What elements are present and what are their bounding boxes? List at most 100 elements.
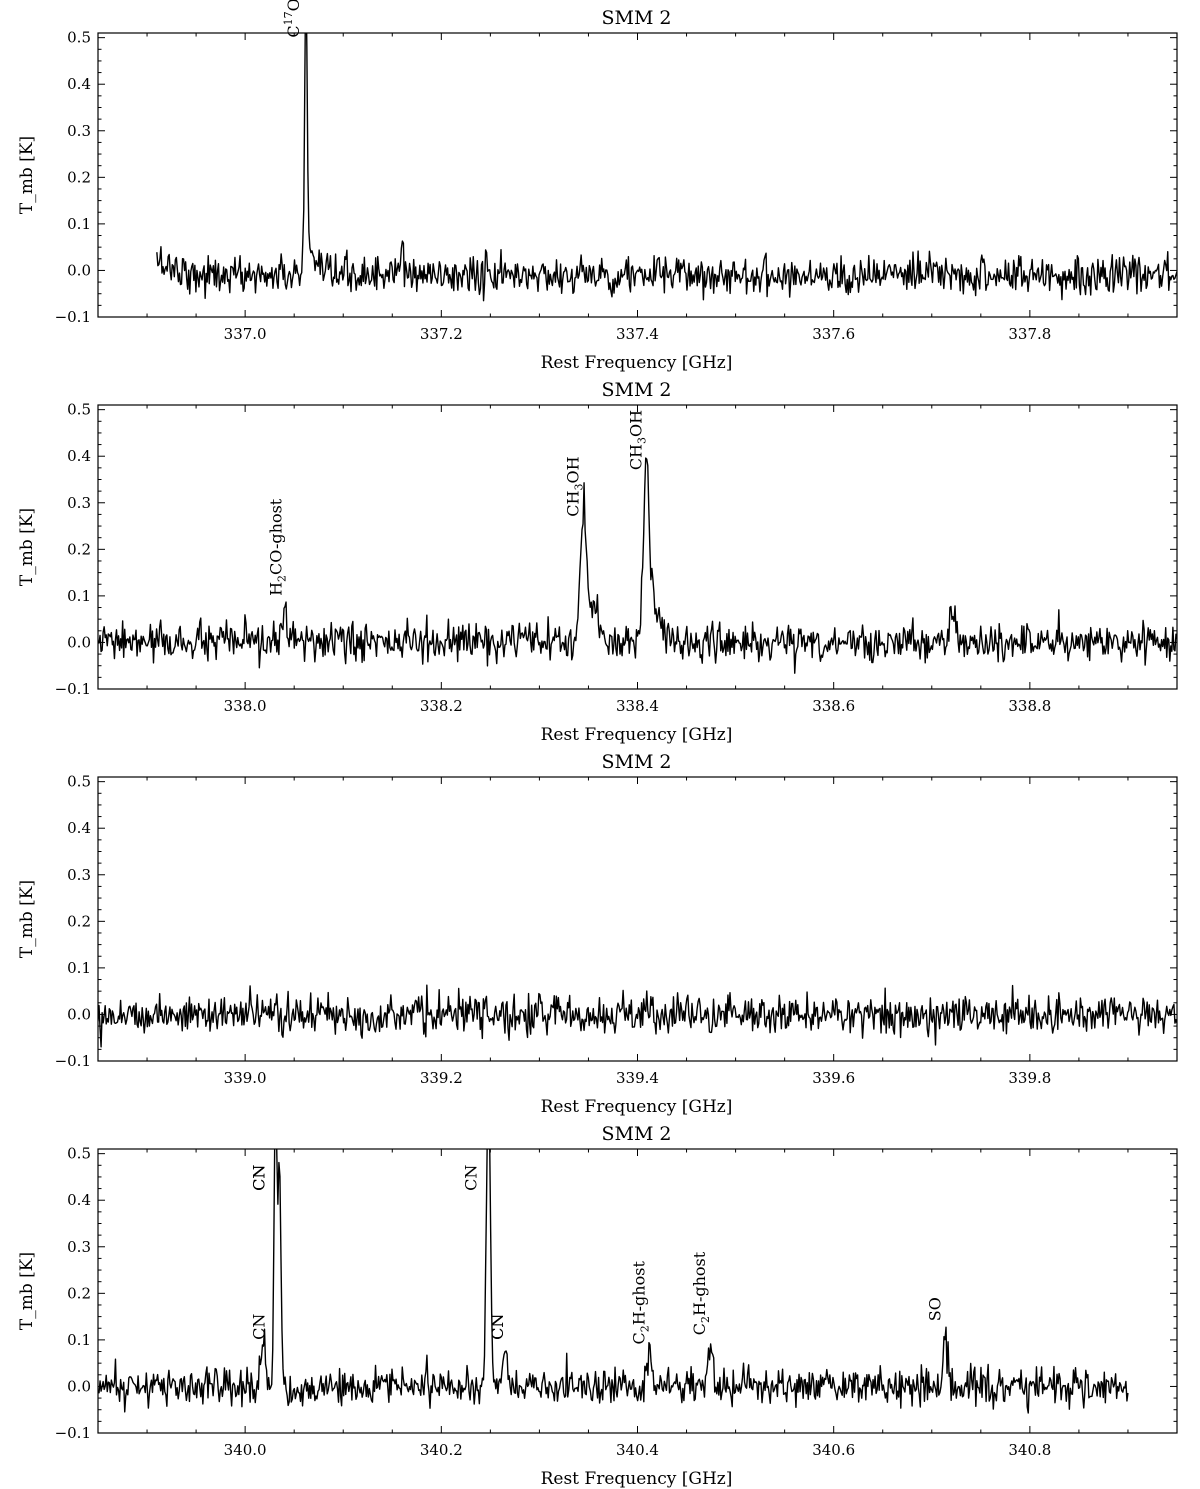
line-annotation: CN xyxy=(250,1165,269,1191)
spectrum-line xyxy=(98,984,1177,1048)
annotation-subscript: 3 xyxy=(635,437,648,444)
y-tick-label: 0.1 xyxy=(67,1331,91,1349)
line-annotation: CH3OH xyxy=(626,410,648,470)
x-axis-label: Rest Frequency [GHz] xyxy=(541,1097,733,1117)
x-tick-label: 340.2 xyxy=(420,1441,463,1459)
x-tick-label: 340.0 xyxy=(224,1441,267,1459)
annotation-text: CN xyxy=(462,1165,481,1191)
x-tick-label: 337.8 xyxy=(1008,325,1051,343)
annotation-suffix: OH xyxy=(564,456,583,483)
line-annotation: CN xyxy=(250,1314,269,1340)
x-tick-label: 337.0 xyxy=(224,325,267,343)
annotation-text: CN xyxy=(250,1165,269,1191)
x-tick-label: 339.8 xyxy=(1008,1069,1051,1087)
annotation-subscript: 2 xyxy=(275,575,288,582)
x-axis-label: Rest Frequency [GHz] xyxy=(541,725,733,745)
annotation-text: C xyxy=(284,25,303,37)
annotation-text: SO xyxy=(926,1297,945,1321)
line-annotation: CN xyxy=(250,1165,269,1191)
annotation-text: CH xyxy=(564,490,583,516)
annotation-text: CN xyxy=(250,1314,269,1340)
annotation-subscript: 3 xyxy=(573,484,586,491)
x-tick-label: 338.6 xyxy=(812,697,855,715)
x-tick-label: 338.2 xyxy=(420,697,463,715)
x-tick-label: 338.4 xyxy=(616,697,659,715)
y-tick-label: 0.2 xyxy=(67,540,91,558)
annotation-text: CN xyxy=(488,1314,507,1340)
spectrum-panel-1: 337.0 337.2 337.4 337.6 337.8 −0.1 0.0 0.1 0.2 0.… xyxy=(17,0,1178,373)
annotation-text: H xyxy=(266,582,285,596)
y-tick-label: 0.0 xyxy=(67,633,91,651)
annotation-superscript: 17 xyxy=(282,11,295,25)
annotation-suffix: CO-ghost xyxy=(266,498,285,575)
x-axis-label: Rest Frequency [GHz] xyxy=(541,1469,733,1489)
x-tick-label: 338.0 xyxy=(224,697,267,715)
line-annotation: CN xyxy=(488,1314,507,1340)
y-axis-label: T_mb [K] xyxy=(17,508,37,586)
y-tick-label: −0.1 xyxy=(55,1424,91,1442)
y-tick-label: 0.0 xyxy=(67,1377,91,1395)
line-annotation: CN xyxy=(462,1165,481,1191)
x-axis-label: Rest Frequency [GHz] xyxy=(541,353,733,373)
spectrum-line xyxy=(98,457,1177,674)
annotation-text: C xyxy=(629,1332,648,1344)
spectrum-line xyxy=(98,1149,1129,1414)
y-tick-label: 0.5 xyxy=(67,401,91,419)
y-axis-label: T_mb [K] xyxy=(17,136,37,214)
y-tick-label: 0.5 xyxy=(67,29,91,47)
y-tick-label: 0.4 xyxy=(67,75,91,93)
y-tick-label: 0.3 xyxy=(67,866,91,884)
line-annotation: SO xyxy=(926,1297,945,1321)
line-annotation: CN xyxy=(488,1314,507,1340)
annotation-text: CH xyxy=(626,444,645,470)
annotation-text: C xyxy=(690,1323,709,1335)
line-annotation: C17O xyxy=(282,0,303,38)
spectrum-panel-3: 339.0 339.2 339.4 339.6 339.8 −0.1 0.0 0.1 0.2 0.… xyxy=(17,751,1178,1117)
y-tick-label: −0.1 xyxy=(55,680,91,698)
panel-title: SMM 2 xyxy=(601,751,671,773)
x-tick-label: 337.2 xyxy=(420,325,463,343)
annotation-suffix: H-ghost xyxy=(690,1251,709,1316)
y-tick-label: 0.3 xyxy=(67,122,91,140)
x-tick-label: 340.8 xyxy=(1008,1441,1051,1459)
y-tick-label: 0.3 xyxy=(67,494,91,512)
y-tick-label: 0.1 xyxy=(67,587,91,605)
line-annotation: CH3OH xyxy=(564,456,586,516)
line-annotation: C2H-ghost xyxy=(690,1251,712,1335)
y-tick-label: 0.2 xyxy=(67,1284,91,1302)
y-axis-label: T_mb [K] xyxy=(17,880,37,958)
annotation-text: CN xyxy=(488,1314,507,1340)
y-tick-label: 0.2 xyxy=(67,912,91,930)
annotation-text: CN xyxy=(250,1165,269,1191)
panel-title: SMM 2 xyxy=(601,1123,671,1145)
x-tick-label: 339.0 xyxy=(224,1069,267,1087)
spectrum-panel-2: 338.0 338.2 338.4 338.6 338.8 −0.1 0.0 0.1 0.2 0.… xyxy=(17,379,1178,745)
x-tick-label: 339.6 xyxy=(812,1069,855,1087)
panel-title: SMM 2 xyxy=(601,7,671,29)
x-tick-label: 340.6 xyxy=(812,1441,855,1459)
line-annotation: H2CO-ghost xyxy=(266,498,288,596)
x-tick-label: 340.4 xyxy=(616,1441,659,1459)
y-tick-label: 0.4 xyxy=(67,447,91,465)
x-tick-label: 337.6 xyxy=(812,325,855,343)
line-annotation: C2H-ghost xyxy=(629,1261,651,1345)
annotation-suffix: H-ghost xyxy=(629,1261,648,1326)
y-tick-label: 0.5 xyxy=(67,1145,91,1163)
y-tick-label: 0.0 xyxy=(67,1005,91,1023)
annotation-subscript: 2 xyxy=(699,1316,712,1323)
x-tick-label: 339.2 xyxy=(420,1069,463,1087)
y-tick-label: −0.1 xyxy=(55,1052,91,1070)
y-tick-label: 0.1 xyxy=(67,959,91,977)
spectrum-line xyxy=(156,33,1177,302)
y-tick-label: 0.5 xyxy=(67,773,91,791)
panel-title: SMM 2 xyxy=(601,379,671,401)
annotation-suffix: O xyxy=(284,0,303,11)
y-tick-label: 0.1 xyxy=(67,215,91,233)
y-tick-label: 0.2 xyxy=(67,168,91,186)
x-tick-label: 339.4 xyxy=(616,1069,659,1087)
spectrum-panel-4: 340.0 340.2 340.4 340.6 340.8 −0.1 0.0 0.1 0.2 0.… xyxy=(17,1123,1178,1489)
y-tick-label: 0.4 xyxy=(67,1191,91,1209)
y-tick-label: −0.1 xyxy=(55,308,91,326)
annotation-subscript: 2 xyxy=(638,1325,651,1332)
